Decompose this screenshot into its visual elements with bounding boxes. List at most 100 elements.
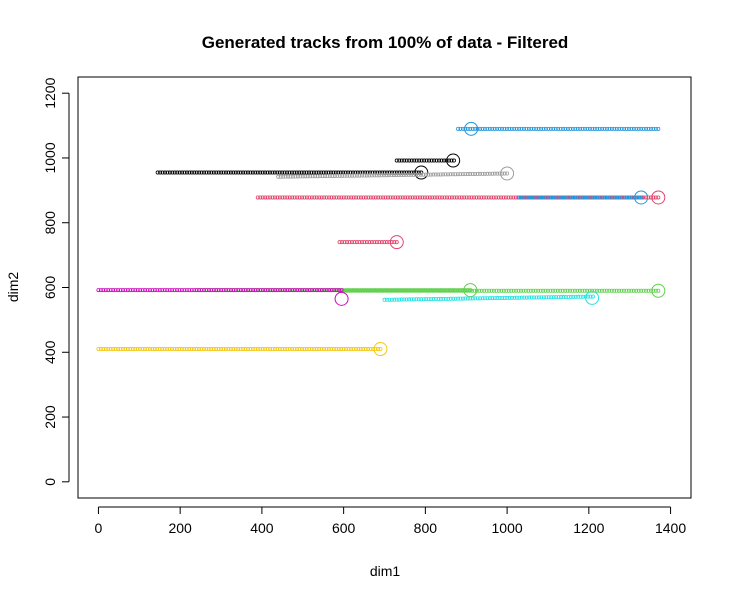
data-point [224,288,229,293]
data-point [308,174,313,179]
data-point [590,195,595,200]
data-point [300,195,305,200]
data-point [322,288,327,293]
data-point [314,195,319,200]
data-point [374,240,379,245]
data-point [327,174,332,179]
data-point [565,126,570,131]
series-track [517,190,649,205]
data-point [427,195,432,200]
data-point [192,288,197,293]
data-point [374,173,379,178]
data-point [219,347,224,352]
data-point [336,170,341,175]
data-point [382,173,387,178]
data-point [395,195,400,200]
data-point [429,158,434,163]
data-point [644,288,649,293]
data-point [522,295,527,300]
data-point [399,170,404,175]
data-point [98,288,103,293]
x-tick-label: 0 [95,520,103,536]
data-point [479,195,484,200]
data-point [277,347,282,352]
data-point [399,158,404,163]
data-point [197,170,202,175]
data-point [209,170,214,175]
data-point [174,347,179,352]
data-point [597,288,602,293]
data-point [407,297,412,302]
data-point [610,195,615,200]
data-point [255,195,260,200]
data-point [272,347,277,352]
data-point [297,288,302,293]
data-point [465,288,470,293]
data-point [108,347,113,352]
data-point [390,195,395,200]
data-point [120,347,125,352]
data-point [641,126,646,131]
data-point [453,296,458,301]
data-point [534,295,539,300]
data-point [593,195,598,200]
data-point [150,288,155,293]
y-tick-label: 400 [42,340,58,364]
data-point [490,126,495,131]
data-point [302,195,307,200]
data-point [238,347,243,352]
y-tick-label: 800 [42,211,58,235]
data-point [442,195,447,200]
data-point [433,297,438,302]
data-point [331,195,336,200]
data-point [538,288,543,293]
data-point [302,288,307,293]
data-point [436,296,441,301]
data-point [402,297,407,302]
data-point [138,288,143,293]
data-point [423,288,428,293]
data-point [583,195,588,200]
data-point [290,347,295,352]
data-point [381,195,386,200]
data-point [546,195,551,200]
data-point [416,172,421,177]
data-point [539,126,544,131]
data-point [315,288,320,293]
data-point [575,288,580,293]
data-point [605,126,610,131]
data-point [367,240,372,245]
data-point [409,297,414,302]
data-point [270,347,275,352]
data-point [447,195,452,200]
data-point [347,288,352,293]
data-point [509,295,514,300]
data-point [326,347,331,352]
data-point [494,195,499,200]
data-point [336,195,341,200]
data-point [187,347,192,352]
data-point [487,126,492,131]
data-point [411,288,416,293]
data-point [348,347,353,352]
data-point [282,170,287,175]
data-point [349,195,354,200]
data-point [558,126,563,131]
data-point [297,347,302,352]
data-point [483,296,488,301]
data-point [305,174,310,179]
data-point [263,347,268,352]
data-point [656,195,661,200]
data-point [291,174,296,179]
data-point [570,126,575,131]
data-point [209,347,214,352]
data-point [155,170,160,175]
data-point [595,288,600,293]
data-point [590,288,595,293]
data-point [634,288,639,293]
data-point [449,158,454,163]
data-point [332,173,337,178]
data-point [393,288,398,293]
data-point [103,347,108,352]
data-point [536,195,541,200]
